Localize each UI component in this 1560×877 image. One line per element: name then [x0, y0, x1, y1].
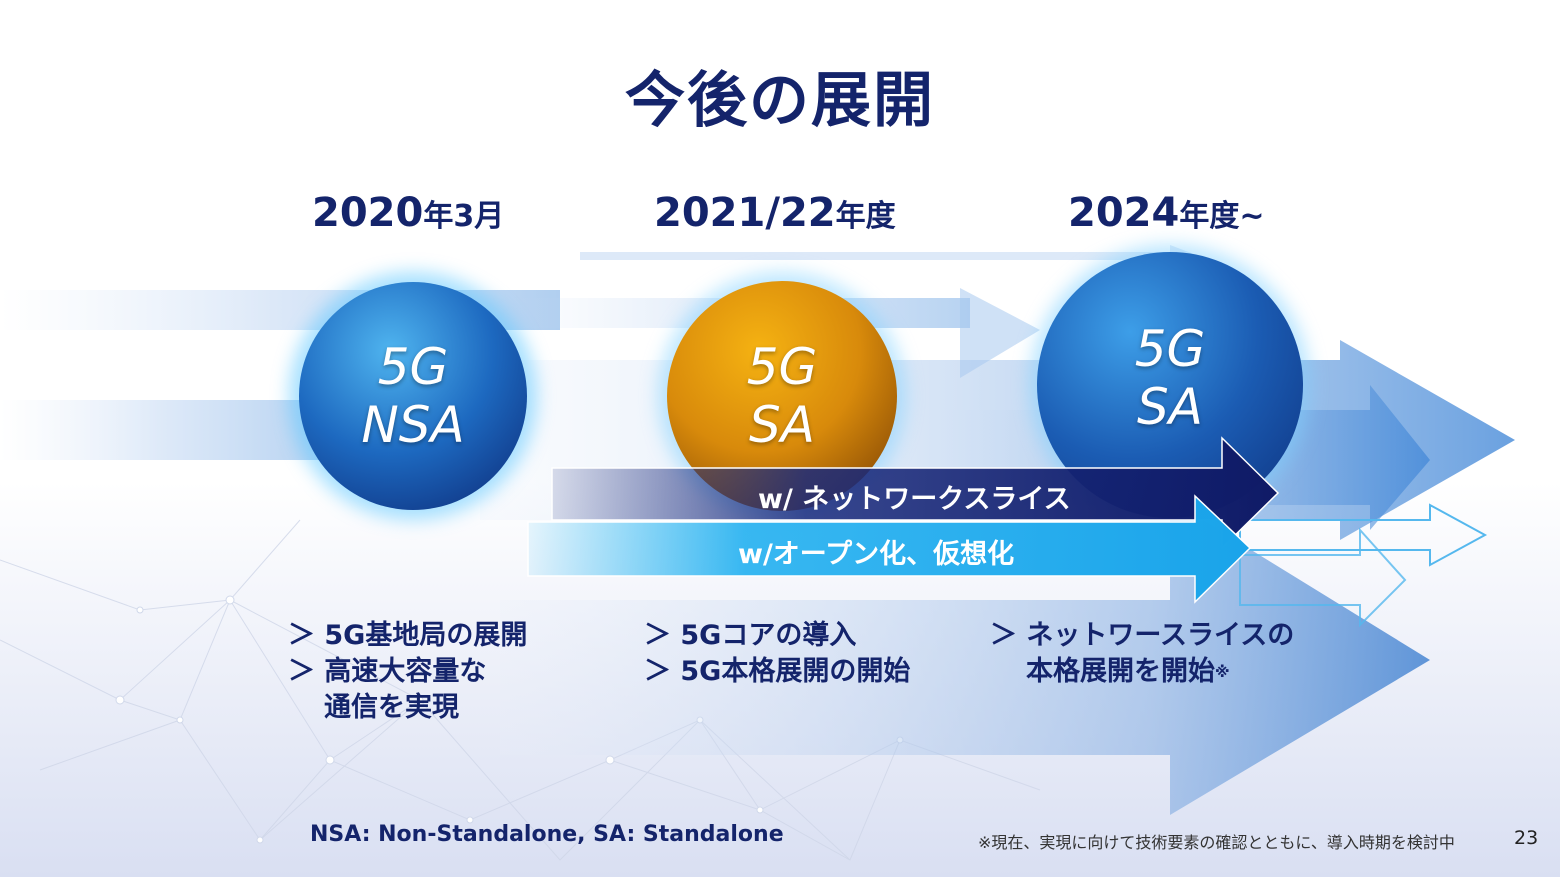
bullet-3-1-cont: 本格展開を開始※ — [990, 654, 1294, 690]
bullet-2-2: ＞ 5G本格展開の開始 — [644, 656, 911, 687]
bullets-phase-3: ＞ ネットワースライスの 本格展開を開始※ — [990, 618, 1294, 690]
phase-1-label: 2020年3月 — [312, 190, 504, 236]
footnote-text: ※現在、実現に向けて技術要素の確認とともに、導入時期を検討中 — [978, 833, 1455, 852]
phase-1-year: 2020 — [312, 190, 424, 236]
circle-1-line1: 5G — [377, 338, 449, 396]
phase-3-label: 2024年度~ — [1068, 190, 1264, 236]
bullets-phase-2: ＞ 5Gコアの導入 ＞ 5G本格展開の開始 — [644, 618, 910, 690]
phase-2-year: 2021/22 — [654, 190, 836, 236]
bullet-3-1-cont-text: 本格展開を開始 — [1026, 656, 1215, 687]
bullet-3-1: ＞ ネットワースライスの — [990, 620, 1295, 651]
network-slice-label: w/ ネットワークスライス — [758, 484, 1071, 515]
circle-3-line2: SA — [1137, 378, 1203, 436]
circle-2-label: 5G SA — [662, 338, 902, 454]
bullet-2-1: ＞ 5Gコアの導入 — [644, 620, 857, 651]
page-title: 今後の展開 — [625, 66, 935, 136]
phase-1-suffix: 年3月 — [423, 199, 505, 234]
bullets-phase-1: ＞ 5G基地局の展開 ＞ 高速大容量な 通信を実現 — [288, 618, 527, 726]
circle-1-label: 5G NSA — [293, 338, 533, 454]
circle-5g-nsa — [299, 282, 527, 510]
circle-3-line1: 5G — [1134, 320, 1206, 378]
phase-2-suffix: 年度 — [835, 199, 896, 234]
phase-3-year: 2024 — [1068, 190, 1180, 236]
circle-1-line2: NSA — [361, 396, 465, 454]
abbreviation-note: NSA: Non-Standalone, SA: Standalone — [310, 822, 784, 847]
open-virtualization-arrow — [527, 494, 1252, 604]
circle-3-label: 5G SA — [1050, 320, 1290, 436]
network-slice-arrow — [551, 436, 1280, 550]
page-number: 23 — [1514, 827, 1539, 849]
footnote-mark: ※ — [1215, 663, 1230, 681]
phase-3-suffix: 年度~ — [1179, 199, 1265, 234]
bullet-1-1: ＞ 5G基地局の展開 — [288, 620, 528, 651]
open-virtualization-label: w/オープン化、仮想化 — [738, 539, 1015, 570]
bullet-1-2: ＞ 高速大容量な — [288, 656, 487, 687]
circle-2-line1: 5G — [746, 338, 818, 396]
circle-5g-sa-gold — [667, 281, 897, 511]
circle-2-line2: SA — [749, 396, 815, 454]
bullet-1-2-cont: 通信を実現 — [324, 692, 459, 723]
phase-2-label: 2021/22年度 — [654, 190, 896, 236]
